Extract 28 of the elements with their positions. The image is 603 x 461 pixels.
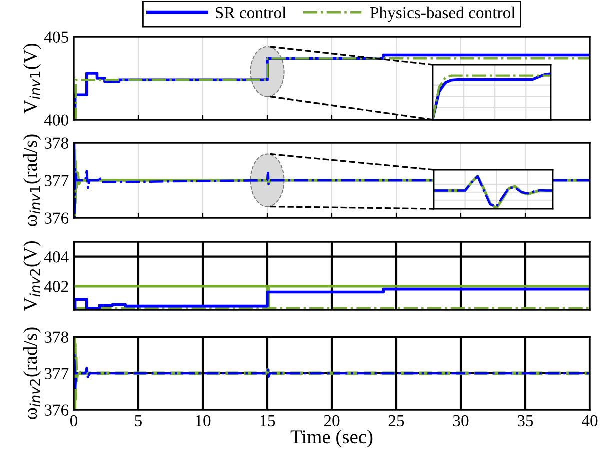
y-tick-label: 400 (44, 114, 69, 126)
x-tick-label: 0 (70, 415, 78, 427)
y-tick-label: 376 (44, 404, 69, 416)
y-tick-label: 376 (44, 212, 69, 224)
x-tick-label: 30 (453, 415, 469, 427)
y-tick-label: 402 (44, 281, 68, 292)
y-axis-title: ω$_{inv2}$(rad/s) (23, 328, 42, 420)
x-axis-title: Time (sec) (290, 430, 373, 448)
x-tick-label: 20 (324, 415, 340, 427)
legend-label: SR control (216, 6, 286, 19)
y-axis-title: V$_{inv1}$(V) (23, 44, 42, 114)
line-series (74, 337, 590, 410)
x-tick-label: 40 (582, 415, 598, 427)
x-tick-label: 35 (518, 415, 534, 427)
y-tick-label: 405 (44, 32, 68, 43)
y-tick-label: 377 (44, 175, 69, 186)
y-axis-title: ω$_{inv1}$(rad/s) (23, 134, 42, 227)
line-series (74, 354, 590, 390)
y-tick-label: 378 (44, 138, 69, 149)
legend-label: Physics-based control (370, 6, 516, 22)
x-tick-label: 10 (196, 415, 211, 427)
x-tick-label: 5 (135, 416, 142, 427)
y-tick-label: 378 (44, 332, 69, 343)
x-tick-label: 15 (260, 415, 276, 427)
x-tick-label: 25 (388, 415, 404, 427)
y-tick-label: 404 (44, 251, 69, 263)
y-tick-label: 377 (44, 368, 69, 380)
y-axis-title: V$_{inv2}$(V) (23, 241, 42, 312)
